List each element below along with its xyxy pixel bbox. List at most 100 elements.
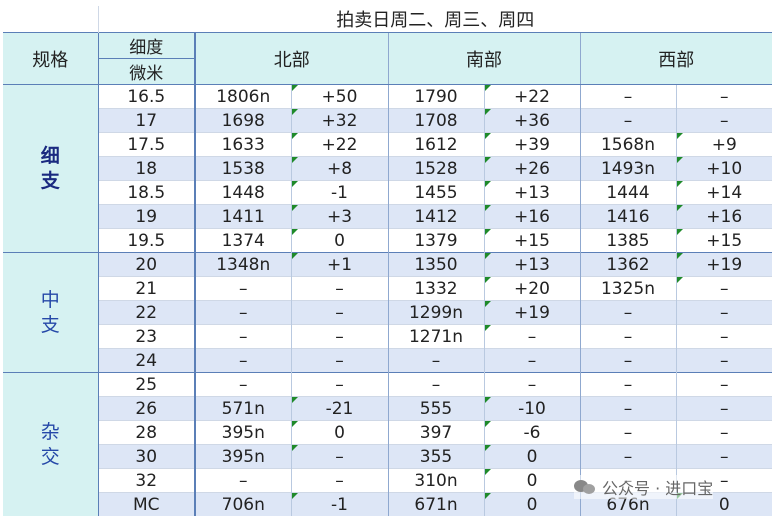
north-price-cell: –	[194, 276, 291, 301]
south-change-cell: +13	[483, 180, 580, 205]
north-change-cell: –	[290, 468, 388, 493]
micron-cell: 23	[97, 324, 195, 349]
west-change-cell-text: –	[720, 446, 729, 467]
comment-marker-icon	[677, 277, 683, 283]
south-change-cell-text: -6	[523, 422, 541, 443]
south-price-cell: 1528	[387, 156, 484, 181]
comment-marker-icon	[485, 397, 491, 403]
south-price-cell-text: 1299n	[408, 302, 464, 323]
south-price-cell-text: 1612	[414, 134, 458, 155]
south-price-cell: 1790	[387, 84, 484, 109]
west-price-cell: –	[579, 420, 676, 445]
west-price-cell-text: –	[623, 326, 633, 347]
micron-cell-text: 18.5	[127, 182, 166, 203]
south-price-cell: 555	[387, 396, 484, 421]
south-change-cell-text: +26	[514, 158, 550, 179]
west-change-cell-text: –	[720, 110, 729, 131]
comment-marker-icon	[292, 109, 298, 115]
west-change-cell: –	[675, 420, 772, 445]
west-change-cell-text: 0	[718, 494, 730, 515]
south-price-cell: 671n	[387, 492, 484, 516]
south-change-cell: 0	[483, 492, 580, 516]
micron-cell-text: 17.5	[127, 134, 166, 155]
north-price-cell: 1374	[194, 228, 291, 253]
west-change-cell-text: +16	[706, 206, 743, 227]
comment-marker-icon	[292, 157, 298, 163]
north-price-cell: 395n	[194, 420, 291, 445]
south-price-cell: 1271n	[387, 324, 484, 349]
north-change-cell-text: +50	[321, 86, 358, 107]
south-price-cell-text: 355	[419, 446, 453, 467]
west-change-cell-text: –	[720, 86, 729, 107]
south-price-cell: 397	[387, 420, 484, 445]
micron-cell: 16.5	[97, 84, 195, 109]
comment-marker-icon	[485, 205, 491, 211]
north-change-cell: –	[290, 372, 388, 397]
west-price-cell: –	[579, 396, 676, 421]
table-row: 23 – – 1271n – – –	[3, 324, 772, 349]
north-change-cell: 0	[290, 420, 388, 445]
comment-marker-icon	[485, 493, 491, 499]
micron-cell-text: 16.5	[127, 86, 166, 107]
west-price-cell-text: –	[623, 86, 633, 107]
south-price-cell: 1455	[387, 180, 484, 205]
table-row: 19 1411 +3 1412 +16 1416 +16	[3, 204, 772, 229]
micron-cell: 17.5	[97, 132, 195, 157]
north-change-cell: +32	[290, 108, 388, 133]
west-price-cell: 1325n	[579, 276, 676, 301]
west-price-cell-text: –	[623, 110, 633, 131]
north-price-cell-text: –	[239, 470, 248, 491]
west-change-cell-text: –	[720, 422, 729, 443]
west-change-cell: +9	[675, 132, 772, 157]
north-change-cell: +8	[290, 156, 388, 181]
table-row: 17.5 1633 +22 1612 +39 1568n +9	[3, 132, 772, 157]
micron-cell: 28	[97, 420, 195, 445]
south-price-cell-text: 1412	[414, 206, 458, 227]
micron-cell: 24	[97, 348, 195, 373]
watermark: 公众号 · 进口宝	[574, 475, 714, 499]
comment-marker-icon	[485, 253, 491, 259]
south-change-cell: +20	[483, 276, 580, 301]
south-price-cell: 1412	[387, 204, 484, 229]
north-price-cell: 395n	[194, 444, 291, 469]
south-change-cell: +13	[483, 252, 580, 277]
micron-cell-text: 23	[135, 326, 158, 347]
west-change-cell-text: –	[720, 278, 729, 299]
west-change-cell-text: –	[720, 374, 729, 395]
west-price-cell-text: 1325n	[600, 278, 656, 299]
table-row: 中支 20 1348n +1 1350 +13 1362 +19	[3, 252, 772, 373]
south-change-cell-text: 0	[526, 494, 538, 515]
west-price-cell: –	[579, 324, 676, 349]
west-price-cell: –	[579, 444, 676, 469]
north-price-cell-text: –	[239, 374, 248, 395]
south-change-cell-text: 0	[526, 470, 538, 491]
south-price-cell-text: 1332	[414, 278, 458, 299]
north-change-cell-text: –	[335, 302, 344, 323]
north-change-cell: +1	[290, 252, 388, 277]
table-row: 18.5 1448 -1 1455 +13 1444 +14	[3, 180, 772, 205]
west-change-cell: –	[675, 372, 772, 397]
west-price-cell: 1362	[579, 252, 676, 277]
south-price-cell-text: 1708	[414, 110, 458, 131]
spec-header: 规格	[3, 32, 99, 85]
group-label-char: 中	[40, 288, 60, 311]
comment-marker-icon	[677, 229, 683, 235]
north-change-cell-text: –	[335, 446, 344, 467]
south-price-cell-text: –	[431, 350, 441, 371]
north-change-cell-text: –	[335, 350, 344, 371]
south-change-cell-text: +15	[514, 230, 550, 251]
micron-cell: 25	[97, 372, 195, 397]
fineness-header: 细度	[97, 32, 195, 59]
west-price-cell: 1385	[579, 228, 676, 253]
north-price-cell-text: –	[239, 326, 248, 347]
north-change-cell-text: +3	[326, 206, 353, 227]
west-change-cell-text: –	[720, 398, 729, 419]
north-change-cell: –	[290, 300, 388, 325]
north-change-cell: –	[290, 348, 388, 373]
north-change-cell-text: –	[335, 374, 344, 395]
north-price-cell-text: 395n	[221, 422, 265, 443]
micron-cell: 26	[97, 396, 195, 421]
table-row: 26 571n -21 555 -10 – –	[3, 396, 772, 421]
west-change-cell: –	[675, 396, 772, 421]
